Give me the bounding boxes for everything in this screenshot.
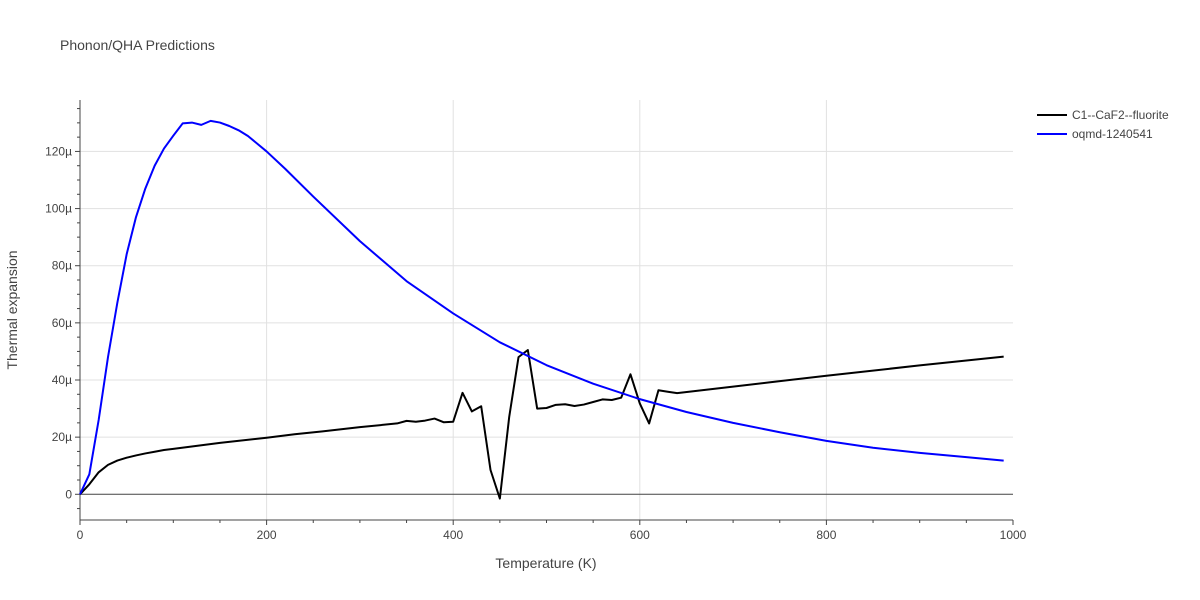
x-tick-label: 400 xyxy=(443,528,463,542)
y-tick-label: 0 xyxy=(65,487,72,501)
y-tick-label: 80µ xyxy=(52,259,72,273)
legend-item-1[interactable]: C1--CaF2--fluorite xyxy=(1037,108,1169,122)
y-tick-label: 120µ xyxy=(45,144,72,158)
x-tick-label: 1000 xyxy=(1000,528,1027,542)
y-axis-title: Thermal expansion xyxy=(4,250,20,369)
plot-area xyxy=(79,119,1004,500)
legend-label: oqmd-1240541 xyxy=(1072,127,1153,141)
series-line-2 xyxy=(79,119,1004,495)
grid xyxy=(80,100,1013,520)
x-tick-label: 0 xyxy=(77,528,84,542)
x-tick-label: 200 xyxy=(257,528,277,542)
x-tick-label: 600 xyxy=(630,528,650,542)
legend-item-2[interactable]: oqmd-1240541 xyxy=(1037,127,1153,141)
y-tick-label: 100µ xyxy=(45,202,72,216)
y-tick-label: 60µ xyxy=(52,316,72,330)
legend-label: C1--CaF2--fluorite xyxy=(1072,108,1169,122)
x-tick-label: 800 xyxy=(816,528,836,542)
legend[interactable]: C1--CaF2--fluorite oqmd-1240541 xyxy=(1037,108,1169,141)
series-line-1 xyxy=(79,349,1004,500)
y-tick-label: 40µ xyxy=(52,373,72,387)
y-tick-label: 20µ xyxy=(52,430,72,444)
axes: 0 200 400 600 800 1000 0 20µ 40µ 60µ 80µ 100µ 120µ xyxy=(45,100,1027,542)
chart-title: Phonon/QHA Predictions xyxy=(60,37,215,53)
x-axis-title: Temperature (K) xyxy=(495,555,596,571)
